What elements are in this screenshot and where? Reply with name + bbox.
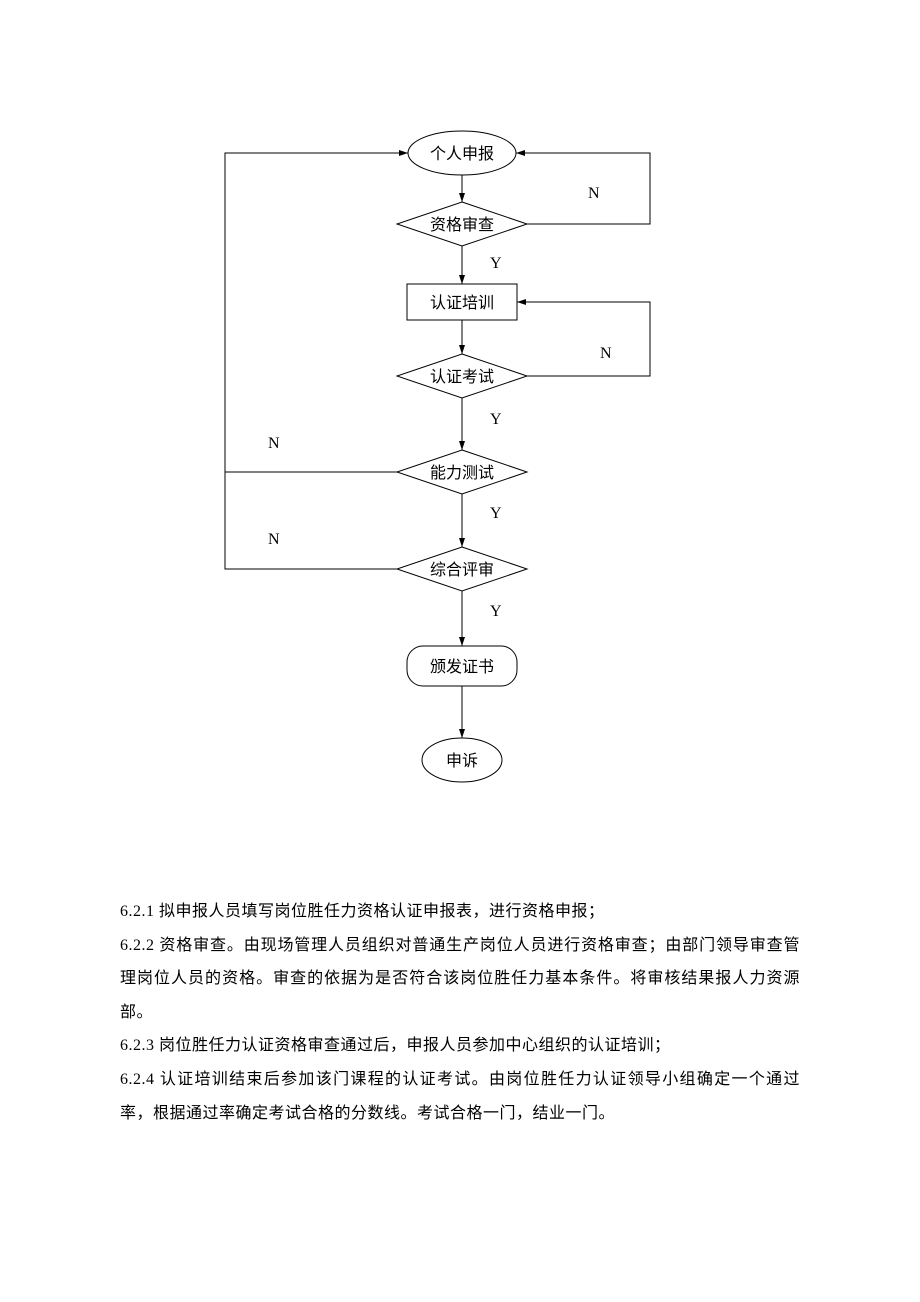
body-text: 6.2.1 拟申报人员填写岗位胜任力资格认证申报表，进行资格申报； 6.2.2 … bbox=[120, 895, 800, 1130]
edge-label-n2-n1: N bbox=[588, 185, 600, 202]
node-comprehensive-label: 综合评审 bbox=[430, 561, 494, 579]
edge-n5-n1-fail bbox=[225, 153, 408, 472]
flowchart-svg: N N N N Y Y Y Y 个人申报 资格审查 认证培训 认证考试 能力测试… bbox=[0, 0, 920, 850]
para-6-2-2: 6.2.2 资格审查。由现场管理人员组织对普通生产岗位人员进行资格审查；由部门领… bbox=[120, 929, 800, 1030]
edge-label-n4-n5: Y bbox=[490, 411, 502, 428]
edge-label-n5-n1: N bbox=[268, 435, 280, 452]
node-exam-label: 认证考试 bbox=[430, 368, 494, 386]
para-6-2-4: 6.2.4 认证培训结束后参加该门课程的认证考试。由岗位胜任力认证领导小组确定一… bbox=[120, 1063, 800, 1130]
node-training-label: 认证培训 bbox=[430, 294, 494, 312]
edge-label-n5-n6: Y bbox=[490, 505, 502, 522]
edge-label-n6-n7: Y bbox=[490, 603, 502, 620]
node-start-label: 个人申报 bbox=[430, 145, 494, 163]
node-appeal-label: 申诉 bbox=[446, 752, 478, 770]
edge-label-n6-n1: N bbox=[268, 531, 280, 548]
edge-label-n2-n3: Y bbox=[490, 255, 502, 272]
node-qual-review-label: 资格审查 bbox=[430, 216, 494, 234]
edge-n2-n1-fail bbox=[516, 153, 650, 224]
node-ability-test-label: 能力测试 bbox=[430, 464, 494, 482]
para-6-2-3: 6.2.3 岗位胜任力认证资格审查通过后，申报人员参加中心组织的认证培训； bbox=[120, 1029, 800, 1063]
flowchart-container: N N N N Y Y Y Y 个人申报 资格审查 认证培训 认证考试 能力测试… bbox=[0, 0, 920, 850]
para-6-2-1: 6.2.1 拟申报人员填写岗位胜任力资格认证申报表，进行资格申报； bbox=[120, 895, 800, 929]
node-certificate-label: 颁发证书 bbox=[430, 658, 494, 676]
edge-label-n4-n3: N bbox=[600, 345, 612, 362]
edge-n4-n3-fail bbox=[517, 302, 650, 376]
edge-n6-n1-fail bbox=[225, 472, 397, 569]
